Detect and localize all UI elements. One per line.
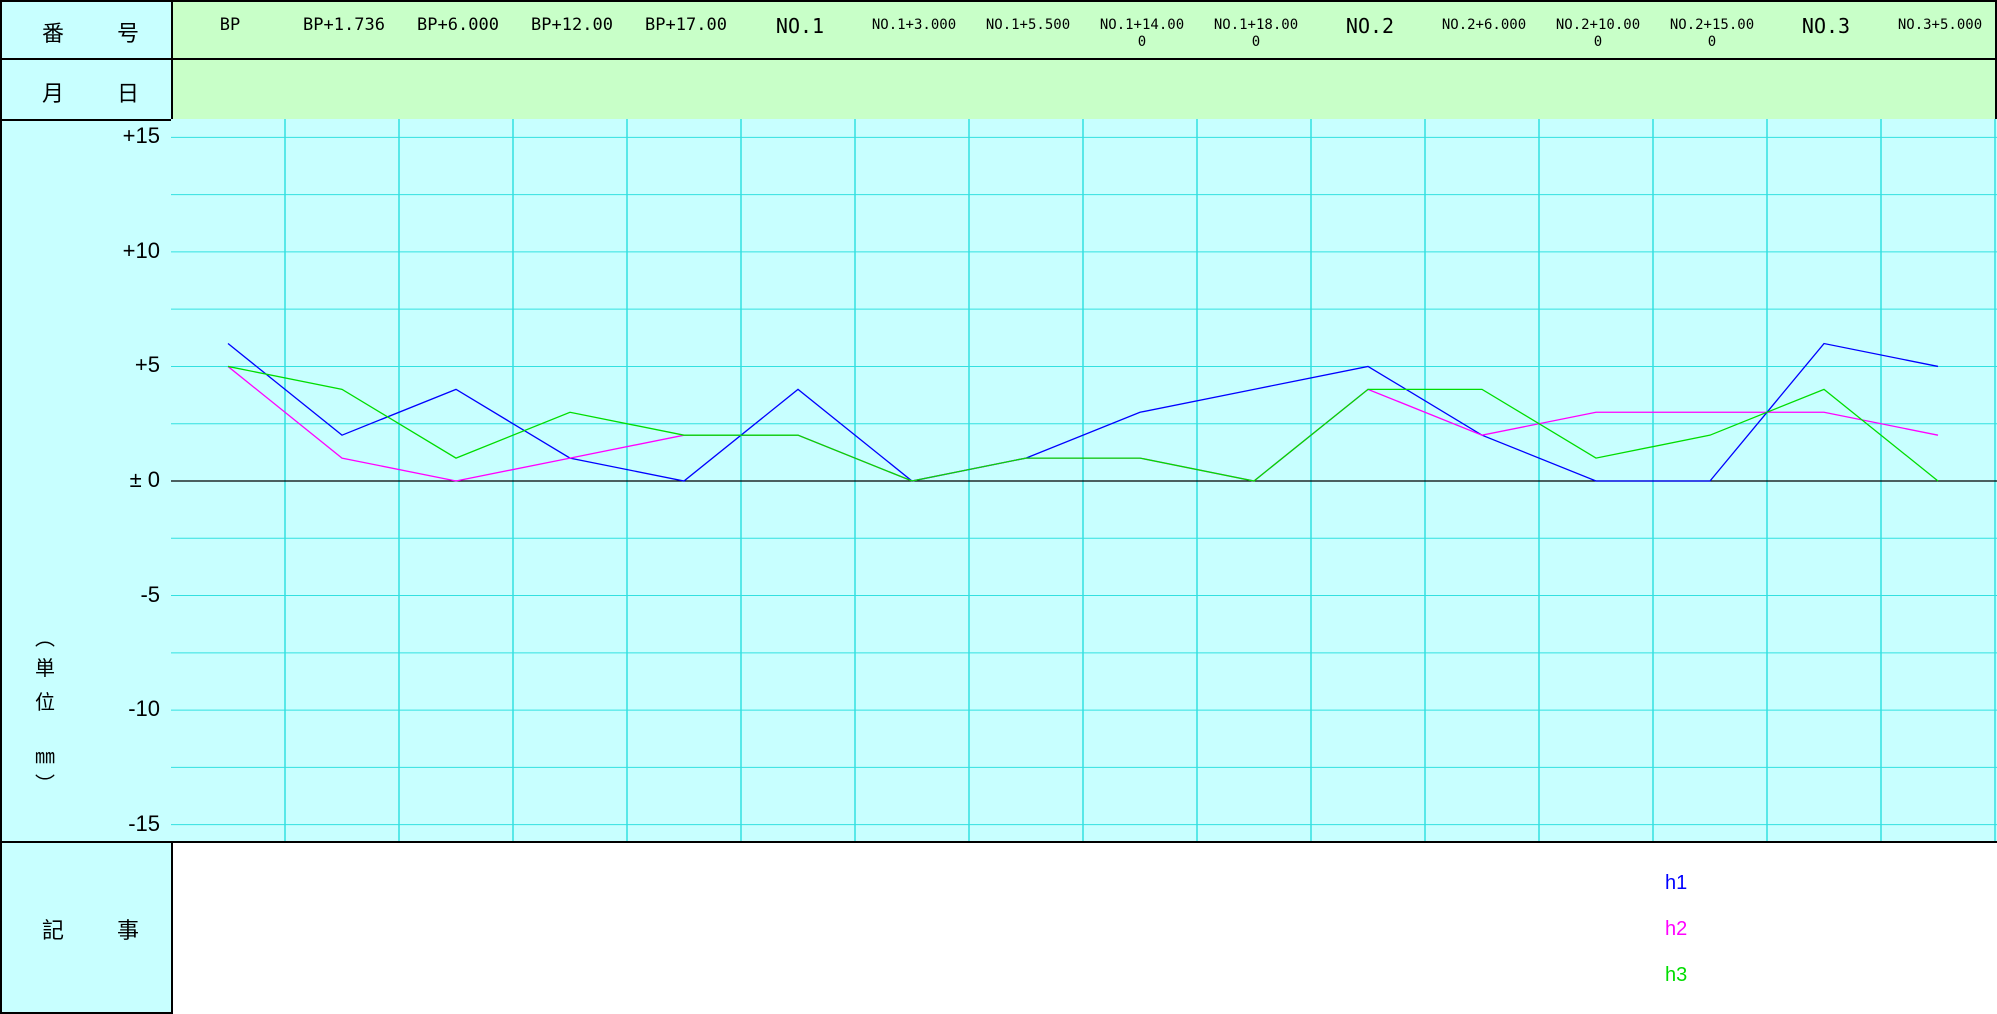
y-axis-column [0, 119, 173, 843]
y-tick-label: ± 0 [129, 467, 160, 492]
date-label-char-1: 月 [42, 82, 65, 107]
station-label: BP+1.736 [287, 17, 401, 34]
station-label-line1: NO.3 [1801, 14, 1851, 38]
y-tick-label: +15 [122, 123, 160, 149]
station-label: BP+6.000 [401, 17, 515, 34]
number-label-char-1: 番 [42, 22, 65, 47]
station-label-line1: NO.2+15.00 [1669, 17, 1755, 33]
notes-label-char-1: 記 [42, 919, 65, 944]
unit-label-close: ︶ [35, 772, 55, 796]
y-tick-label: -15 [128, 810, 160, 836]
station-label-line1: BP+17.00 [645, 15, 727, 35]
date-row [171, 58, 1997, 121]
station-label-line1: BP+12.00 [531, 15, 613, 35]
station-label: NO.1+18.00 0 [1199, 17, 1313, 51]
date-label-char-2: 日 [117, 82, 140, 107]
y-tick-label: -5 [140, 581, 160, 607]
unit-label-open: ︵ [35, 626, 55, 650]
date-label-cell: 月 日 [0, 58, 173, 121]
notes-label-char-2: 事 [117, 919, 140, 944]
settlement-line-chart [171, 119, 1997, 843]
station-label: NO.1 [743, 14, 857, 38]
number-label-char-2: 号 [117, 22, 140, 47]
notes-label-cell: 記 事 [0, 841, 173, 1014]
number-label-cell: 番 号 [0, 0, 173, 60]
station-label-line2: 0 [1593, 34, 1603, 50]
station-label: NO.1+5.500 [971, 17, 1085, 34]
station-label-line1: NO.3+5.000 [1897, 17, 1983, 33]
y-tick-label: -10 [128, 696, 160, 722]
station-label: NO.2 [1313, 14, 1427, 38]
series-line-h3 [227, 365, 1939, 482]
legend-entry-h3: h3 [1665, 964, 1688, 986]
station-label-line1: NO.2+6.000 [1441, 17, 1527, 33]
station-label: BP [173, 17, 287, 34]
station-label: BP+17.00 [629, 17, 743, 34]
station-label-line1: NO.2 [1345, 14, 1395, 38]
notes-area [171, 841, 1997, 1014]
station-label-line2: 0 [1251, 34, 1261, 50]
series-line-h1 [227, 342, 1939, 482]
station-label-line1: BP [219, 15, 241, 35]
station-label: BP+12.00 [515, 17, 629, 34]
station-label-line1: NO.1+18.00 [1213, 17, 1299, 33]
y-tick-label: +5 [134, 352, 160, 378]
y-tick-label: +10 [122, 237, 160, 263]
station-label-line1: NO.1+3.000 [871, 17, 957, 33]
unit-label-unit: ㎜ [35, 744, 55, 768]
station-label-line1: NO.1+14.00 [1099, 17, 1185, 33]
station-label-line1: NO.1+5.500 [985, 17, 1071, 33]
unit-label-char-1: 単 [35, 656, 55, 680]
station-label: NO.2+10.00 0 [1541, 17, 1655, 51]
station-label: NO.3+5.000 [1883, 17, 1997, 34]
unit-label-char-2: 位 [35, 690, 55, 714]
station-label-line1: NO.1 [775, 14, 825, 38]
station-label-line1: BP+6.000 [417, 15, 499, 35]
station-label: NO.3 [1769, 14, 1883, 38]
station-header-row: BP BP+1.736 BP+6.000 BP+12.00 BP+17.00 NO.1 NO… [171, 0, 1997, 60]
station-label: NO.1+3.000 [857, 17, 971, 34]
station-label: NO.2+6.000 [1427, 17, 1541, 34]
station-label-line1: NO.2+10.00 [1555, 17, 1641, 33]
station-label: NO.1+14.00 0 [1085, 17, 1199, 51]
station-label: NO.2+15.00 0 [1655, 17, 1769, 51]
legend-entry-h2: h2 [1665, 918, 1688, 940]
station-label-line1: BP+1.736 [303, 15, 385, 35]
station-label-line2: 0 [1137, 34, 1147, 50]
legend-entry-h1: h1 [1665, 872, 1688, 894]
station-label-line2: 0 [1707, 34, 1717, 50]
